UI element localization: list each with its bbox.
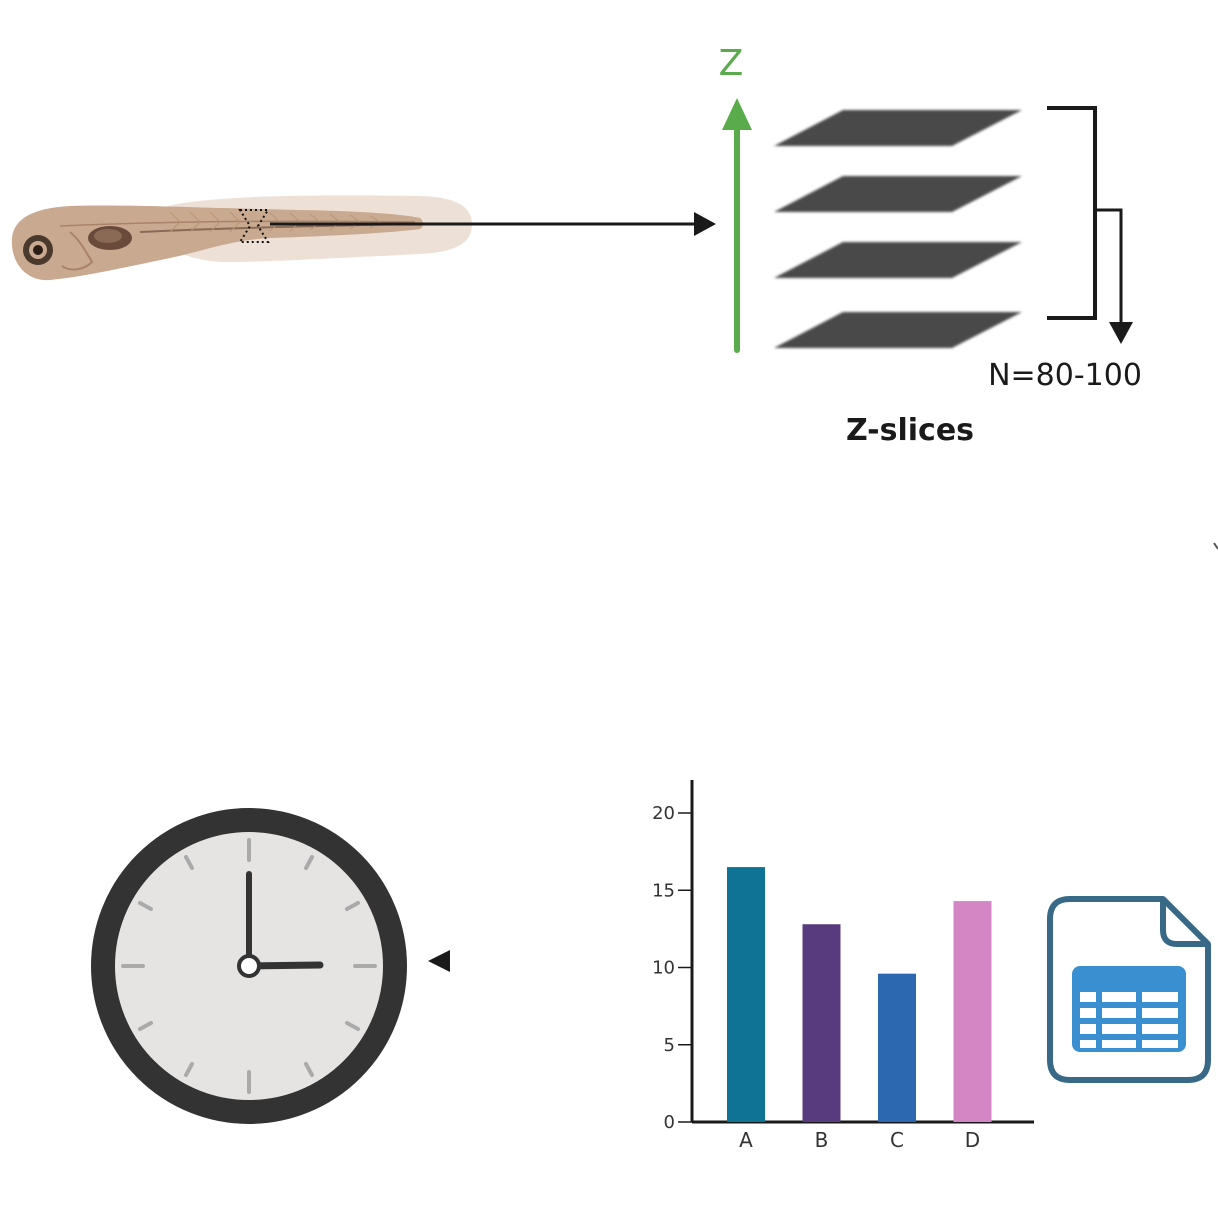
z-slice	[774, 312, 1022, 348]
x-category-label: D	[965, 1128, 980, 1152]
clock-icon	[91, 808, 407, 1124]
arrow-to-clock	[428, 950, 590, 972]
y-tick-label: 15	[652, 880, 675, 901]
bar-a	[727, 867, 765, 1122]
bar-chart: 0 5 10 15 20 A B C D	[652, 780, 1034, 1152]
y-tick-label: 20	[652, 803, 675, 824]
y-tick-label: 0	[664, 1112, 675, 1133]
y-tick-label: 5	[664, 1035, 675, 1056]
x-category-label: B	[815, 1128, 829, 1152]
connector-fragment	[1213, 542, 1218, 550]
z-slices-title: Z-slices	[846, 413, 974, 448]
z-axis-arrow	[722, 98, 752, 353]
zebrafish-larva-icon	[11, 195, 472, 281]
bar-c	[878, 973, 916, 1122]
spreadsheet-file-icon	[1047, 896, 1211, 1083]
z-slice	[774, 110, 1022, 146]
z-slices-stack	[774, 110, 1022, 348]
z-slice	[774, 242, 1022, 278]
bar-b	[802, 924, 841, 1122]
arrow-to-slices	[270, 212, 716, 236]
x-category-label: C	[890, 1128, 904, 1152]
stack-bracket	[1047, 106, 1133, 344]
z-slice	[774, 176, 1022, 212]
y-tick-label: 10	[652, 958, 675, 979]
bar-d	[953, 901, 992, 1122]
x-category-label: A	[739, 1128, 753, 1152]
z-axis-label: Z	[719, 43, 744, 84]
stack-count-label: N=80-100	[988, 358, 1142, 393]
